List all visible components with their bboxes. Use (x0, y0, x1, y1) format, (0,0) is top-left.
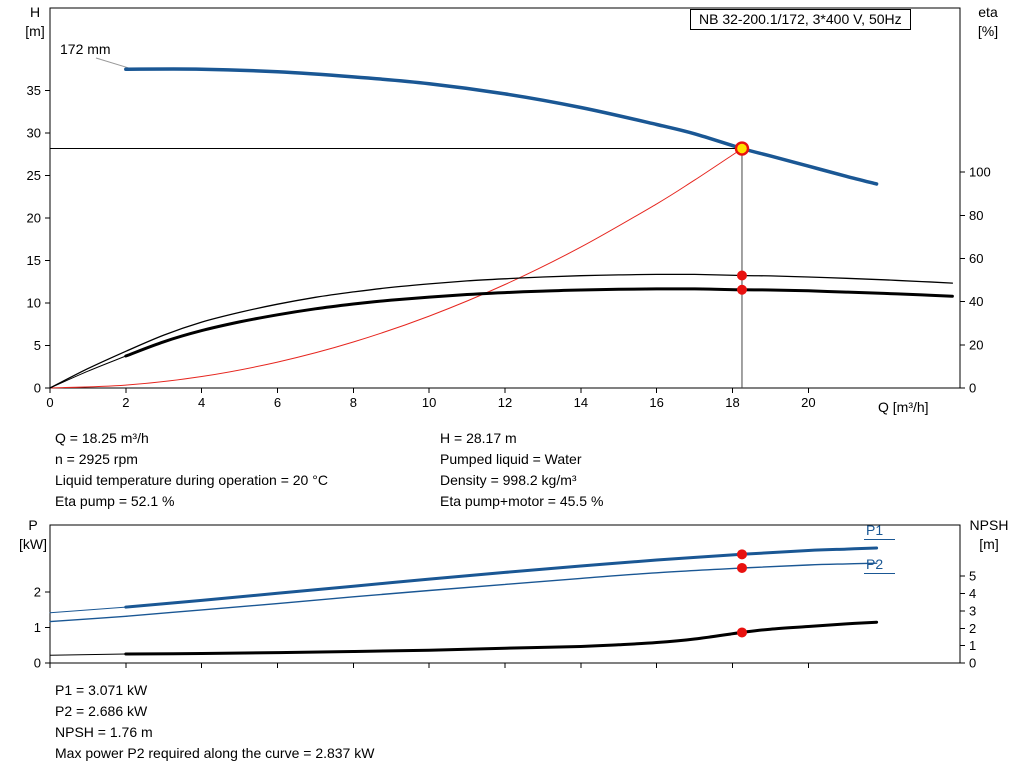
x-tick-label: 14 (574, 395, 588, 410)
info-line-q: Q = 18.25 m³/h (55, 430, 149, 446)
eta-pump-motor-curve-lead (49, 355, 127, 389)
y-left-tick-label: 10 (27, 295, 41, 310)
npsh-curve-lead (49, 653, 127, 656)
info-line-liquid: Pumped liquid = Water (440, 451, 582, 467)
p-axis-unit: [kW] (19, 536, 47, 552)
pump-curve-172mm (124, 67, 879, 186)
eta-pump-motor-dot (736, 284, 747, 295)
y-left-tick-label: 0 (34, 381, 41, 396)
y-right-tick-label: 5 (969, 569, 976, 584)
p1-curve (124, 546, 879, 609)
y-left-tick-label: 15 (27, 253, 41, 268)
y-right-tick-label: 60 (969, 251, 983, 266)
info-line-h: H = 28.17 m (440, 430, 517, 446)
eta-axis-letter: eta (978, 4, 998, 20)
x-tick-label: 2 (122, 395, 129, 410)
p2-curve (49, 562, 878, 623)
duty-info-left: Q = 18.25 m³/h n = 2925 rpm Liquid tempe… (55, 428, 328, 512)
x-tick-label: 16 (649, 395, 663, 410)
eta-axis-title: eta [%] (966, 3, 1010, 41)
p1-curve-label: P1 (864, 522, 896, 540)
y-right-tick-label: 3 (969, 603, 976, 618)
power-npsh-chart: 0 1 2 0 1 2 3 4 5 (34, 524, 976, 671)
x-tick-label: 4 (198, 395, 205, 410)
q-axis-title: Q [m³/h] (878, 399, 929, 415)
p1-dot (736, 549, 747, 560)
info-line-eta-pump: Eta pump = 52.1 % (55, 493, 175, 509)
y-right-tick-label: 4 (969, 586, 976, 601)
y-left-tick-label: 1 (34, 620, 41, 635)
y-left-tick-label: 5 (34, 338, 41, 353)
x-tick-label: 0 (46, 395, 53, 410)
h-axis-unit: [m] (25, 23, 45, 39)
info-line-eta-pump-motor: Eta pump+motor = 45.5 % (440, 493, 604, 509)
system-curve (49, 148, 743, 389)
x-tick-label: 10 (422, 395, 436, 410)
y-left-tick-label: 35 (27, 83, 41, 98)
duty-info-right: H = 28.17 m Pumped liquid = Water Densit… (440, 428, 603, 512)
info-line-p1: P1 = 3.071 kW (55, 682, 148, 698)
eta-pump-motor-curve (124, 287, 954, 358)
power-npsh-chart-frame (49, 524, 961, 664)
eta-pump-curve (49, 273, 954, 389)
info-line-density: Density = 998.2 kg/m³ (440, 472, 577, 488)
y-right-tick-label: 20 (969, 337, 983, 352)
p1-curve-label-wrap: P1 (864, 522, 896, 540)
npsh-dot (736, 627, 747, 638)
info-line-p2: P2 = 2.686 kW (55, 703, 148, 719)
p-axis-letter: P (28, 517, 38, 533)
impeller-diameter-label: 172 mm (60, 41, 111, 57)
x-tick-label: 12 (498, 395, 512, 410)
duty-point-marker (734, 141, 750, 156)
x-tick-label: 8 (350, 395, 357, 410)
y-right-tick-label: 100 (969, 165, 991, 180)
y-left-tick-label: 25 (27, 168, 41, 183)
info-line-maxpower: Max power P2 required along the curve = … (55, 745, 375, 761)
y-left-tick-label: 20 (27, 210, 41, 225)
h-axis-letter: H (29, 4, 41, 20)
info-line-temp: Liquid temperature during operation = 20… (55, 472, 328, 488)
npsh-axis-unit: [m] (979, 536, 999, 552)
npsh-axis-letter: NPSH (969, 517, 1009, 533)
x-tick-label: 6 (274, 395, 281, 410)
y-right-tick-label: 80 (969, 208, 983, 223)
info-line-npsh: NPSH = 1.76 m (55, 724, 153, 740)
x-tick-label: 20 (801, 395, 815, 410)
y-left-tick-label: 2 (34, 585, 41, 600)
h-axis-title: H [m] (15, 3, 55, 41)
pump-model-title: NB 32-200.1/172, 3*400 V, 50Hz (690, 9, 911, 30)
p2-curve-label-wrap: P2 (864, 556, 896, 574)
p1-curve-lead (49, 606, 127, 614)
y-right-tick-label: 2 (969, 621, 976, 636)
npsh-axis-title: NPSH [m] (958, 516, 1020, 554)
impeller-leader-line (95, 57, 133, 70)
qh-eta-chart-frame (49, 7, 961, 389)
p2-dot (736, 562, 747, 573)
npsh-curve (124, 620, 879, 656)
y-left-tick-label: 0 (34, 656, 41, 671)
y-right-tick-label: 0 (969, 381, 976, 396)
qh-chart: 0 2 4 6 8 10 12 14 16 18 20 0 5 10 15 20 25 30 35 0 20 40 60 80… (27, 7, 991, 410)
y-right-tick-label: 1 (969, 638, 976, 653)
y-left-tick-label: 30 (27, 125, 41, 140)
eta-axis-unit: [%] (977, 23, 999, 39)
result-info: P1 = 3.071 kW P2 = 2.686 kW NPSH = 1.76 … (55, 680, 374, 764)
y-right-tick-label: 0 (969, 656, 976, 671)
eta-pump-dot (736, 270, 747, 281)
y-right-tick-label: 40 (969, 294, 983, 309)
p2-curve-label: P2 (864, 556, 896, 574)
x-tick-label: 18 (725, 395, 739, 410)
info-line-n: n = 2925 rpm (55, 451, 138, 467)
p-axis-title: P [kW] (12, 516, 54, 554)
